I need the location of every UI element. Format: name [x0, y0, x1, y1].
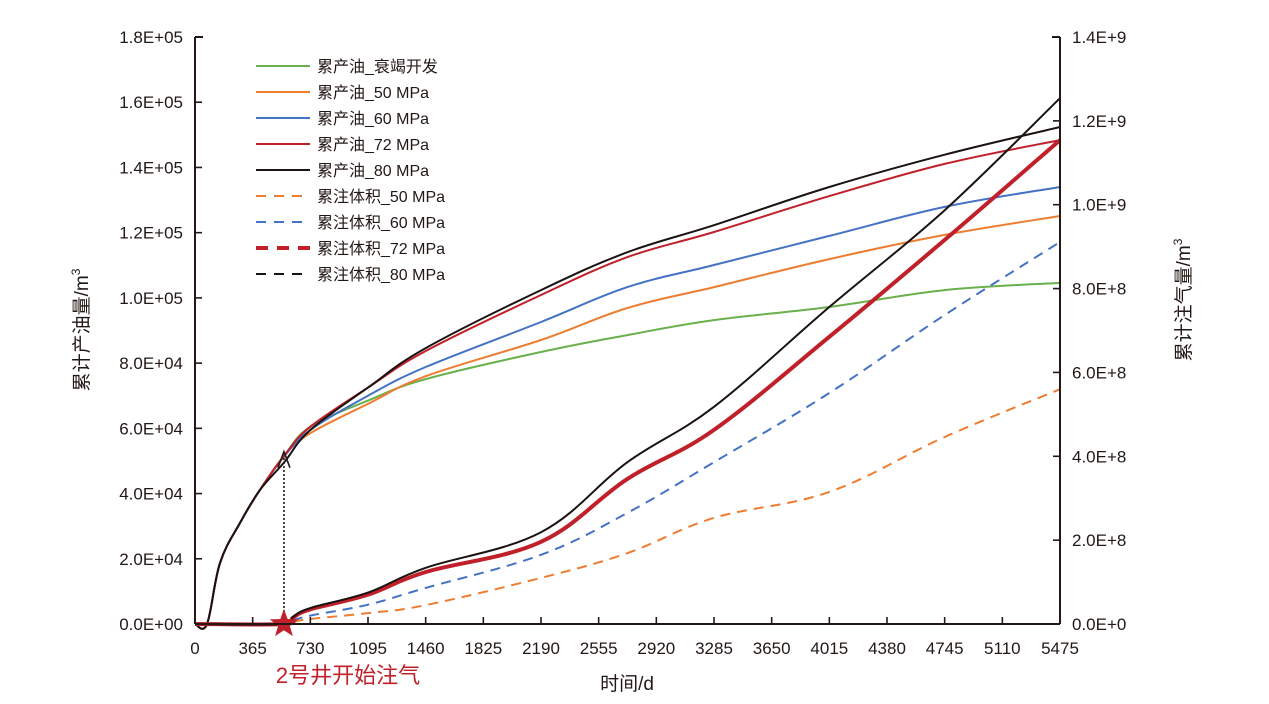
y-tick-label-left: 2.0E+04 — [119, 550, 183, 569]
y-tick-label-left: 0.0E+00 — [119, 615, 183, 634]
x-tick-label: 5110 — [984, 639, 1021, 658]
x-tick-label: 1095 — [349, 639, 387, 658]
y-tick-label-left: 8.0E+04 — [119, 354, 183, 373]
x-tick-label: 0 — [190, 639, 199, 658]
y-tick-label-right: 1.0E+9 — [1072, 196, 1126, 215]
x-tick-label: 2190 — [522, 639, 560, 658]
legend-label-6: 累注体积_60 MPa — [317, 214, 445, 232]
y-tick-label-right: 4.0E+8 — [1072, 447, 1126, 466]
y-tick-label-left: 1.2E+05 — [119, 224, 183, 243]
x-tick-label: 2555 — [580, 639, 618, 658]
y-tick-label-right: 1.2E+9 — [1072, 112, 1126, 131]
y-tick-label-left: 1.6E+05 — [119, 93, 183, 112]
x-tick-label: 3285 — [695, 639, 733, 658]
y-tick-label-right: 8.0E+8 — [1072, 280, 1126, 299]
superscript-3: 3 — [1171, 238, 1185, 245]
x-tick-label: 1460 — [407, 639, 445, 658]
plot-content — [194, 97, 1062, 637]
y-tick-label-left: 1.0E+05 — [119, 289, 183, 308]
y-axis-title-right: 累计注气量/m3 — [1171, 238, 1195, 361]
y-tick-label-left: 6.0E+04 — [119, 419, 183, 438]
x-tick-label: 730 — [296, 639, 324, 658]
y-axis-title-left: 累计产油量/m3 — [69, 268, 93, 391]
x-axis-title: 时间/d — [600, 673, 654, 695]
x-tick-label: 4380 — [868, 639, 906, 658]
series-line-8 — [194, 97, 1061, 626]
legend-label-7: 累注体积_72 MPa — [317, 240, 445, 258]
axes: 0 365 730 1095 1460 1825 2190 2555 2920 3285 3650 4… — [119, 28, 1126, 658]
y-tick-label-left: 1.4E+05 — [119, 158, 183, 177]
legend-label-3: 累产油_72 MPa — [317, 136, 429, 154]
legend-label-0: 累产油_衰竭开发 — [317, 58, 438, 76]
annotation-injection-start: 2号井开始注气 — [276, 663, 420, 688]
legend-label-2: 累产油_60 MPa — [317, 110, 429, 128]
x-tick-label: 1825 — [464, 639, 502, 658]
x-tick-label: 4015 — [810, 639, 848, 658]
star-marker-icon — [269, 609, 299, 637]
y-tick-label-right: 0.0E+0 — [1072, 615, 1126, 634]
y-tick-label-right: 6.0E+8 — [1072, 363, 1126, 382]
series-line-0 — [194, 281, 1061, 630]
legend-label-4: 累产油_80 MPa — [317, 162, 429, 180]
legend-label-1: 累产油_50 MPa — [317, 84, 429, 102]
x-tick-label: 365 — [238, 639, 266, 658]
x-tick-label: 5475 — [1041, 639, 1079, 658]
triangle-marker-icon — [277, 449, 291, 468]
legend-label-5: 累注体积_50 MPa — [317, 188, 445, 206]
y-tick-label-right: 1.4E+9 — [1072, 28, 1126, 47]
y-tick-label-right: 2.0E+8 — [1072, 531, 1126, 550]
y-tick-label-left: 1.8E+05 — [119, 28, 183, 47]
legend-label-8: 累注体积_80 MPa — [317, 266, 445, 284]
y-tick-label-left: 4.0E+04 — [119, 485, 183, 504]
x-tick-label: 4745 — [926, 639, 964, 658]
x-tick-label: 3650 — [753, 639, 791, 658]
superscript-3: 3 — [69, 268, 83, 275]
x-tick-label: 2920 — [637, 639, 675, 658]
series-line-7 — [194, 138, 1062, 627]
series-line-4 — [194, 126, 1061, 630]
series-line-3 — [194, 139, 1061, 630]
series-line-6 — [194, 241, 1061, 626]
